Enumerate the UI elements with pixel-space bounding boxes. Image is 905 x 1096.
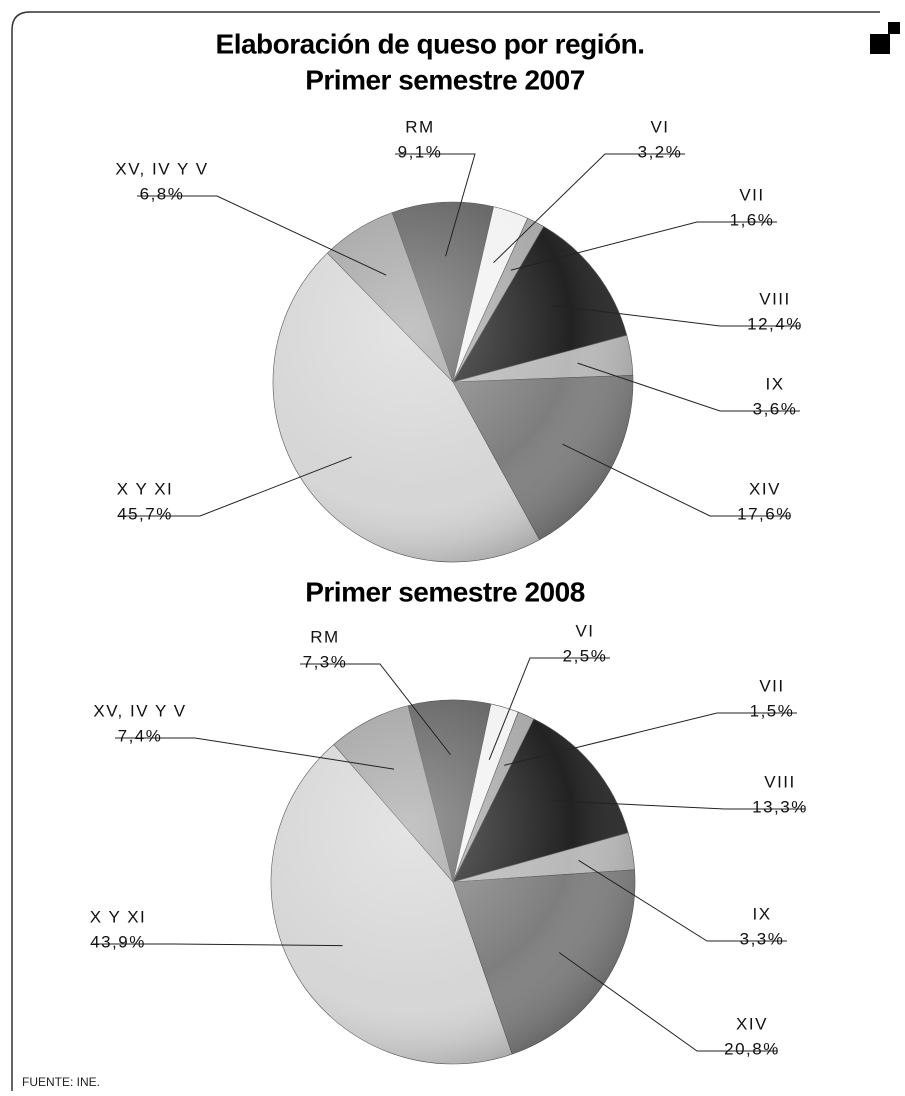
leader-line bbox=[562, 443, 790, 517]
leader-line bbox=[395, 153, 476, 257]
slice-category: IX bbox=[765, 374, 784, 393]
slice-category: VII bbox=[739, 185, 764, 204]
leader-line bbox=[137, 195, 387, 276]
leader-line bbox=[493, 153, 685, 264]
slice-value-label: 6,8% bbox=[140, 184, 185, 203]
slice-category: X Y XI bbox=[117, 479, 174, 498]
leader-line bbox=[558, 952, 777, 1052]
slice-category: VIII bbox=[764, 772, 796, 791]
frame bbox=[11, 11, 880, 1091]
slice-value-label: 2,5% bbox=[563, 646, 608, 665]
leader-line bbox=[93, 943, 343, 947]
slice-category: XIV bbox=[749, 479, 781, 498]
slice-category: VIII bbox=[759, 289, 791, 308]
slice-value-label: 1,5% bbox=[750, 701, 795, 720]
slice-category: RM bbox=[405, 117, 434, 136]
slice-value-label: 43,9% bbox=[90, 932, 146, 951]
slice-value-label: 7,3% bbox=[303, 652, 348, 671]
slice-category: XV, IV Y V bbox=[115, 159, 208, 178]
chart-title: Elaboración de queso por región. bbox=[216, 28, 645, 59]
leader-line bbox=[488, 657, 610, 761]
slice-value-label: 13,3% bbox=[752, 797, 808, 816]
slice-value-label: 3,3% bbox=[740, 929, 785, 948]
slice-value-label: 12,4% bbox=[747, 314, 803, 333]
slice-value-label: 3,2% bbox=[638, 142, 683, 161]
slice-value-label: 7,4% bbox=[118, 726, 163, 745]
leader-line bbox=[300, 663, 451, 755]
leader-line bbox=[120, 456, 352, 517]
leader-line bbox=[510, 221, 777, 271]
slice-category: VI bbox=[650, 117, 669, 136]
chart-title: Primer semestre 2008 bbox=[305, 576, 585, 607]
slice-value-label: 17,6% bbox=[737, 504, 793, 523]
slice-category: X Y XI bbox=[90, 907, 147, 926]
corner-icon bbox=[870, 34, 890, 54]
slice-category: VI bbox=[575, 621, 594, 640]
slice-category: VII bbox=[759, 676, 784, 695]
slice-value-label: 9,1% bbox=[398, 142, 443, 161]
chart-subtitle: Primer semestre 2007 bbox=[305, 64, 585, 95]
slice-category: RM bbox=[310, 627, 339, 646]
slice-category: XIV bbox=[736, 1014, 768, 1033]
slice-category: XV, IV Y V bbox=[93, 701, 186, 720]
slice-value-label: 3,6% bbox=[753, 399, 798, 418]
slice-value-label: 1,6% bbox=[730, 210, 775, 229]
slice-value-label: 20,8% bbox=[724, 1039, 780, 1058]
leader-line bbox=[504, 712, 797, 766]
leader-line bbox=[577, 362, 800, 412]
source-note: FUENTE: INE. bbox=[22, 1075, 100, 1089]
leader-line bbox=[551, 800, 805, 810]
leader-line bbox=[115, 737, 395, 770]
leader-line bbox=[578, 859, 787, 942]
slice-category: IX bbox=[752, 904, 771, 923]
leader-line bbox=[553, 304, 800, 327]
corner-icon bbox=[888, 22, 900, 34]
slice-value-label: 45,7% bbox=[117, 504, 173, 523]
